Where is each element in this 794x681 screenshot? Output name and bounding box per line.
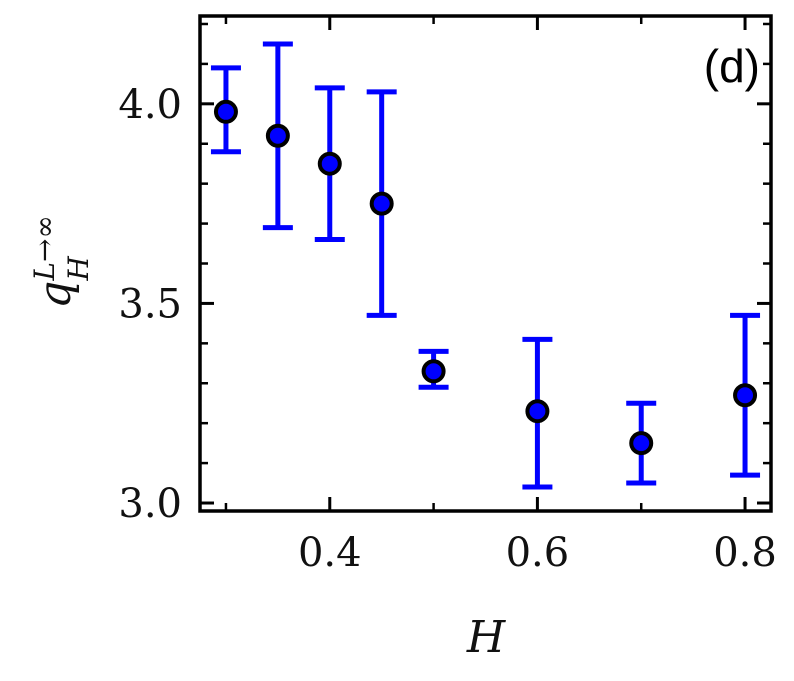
y-axis-label-superscript: L→∞ (28, 215, 61, 281)
y-axis-label-base: q (30, 281, 81, 309)
y-axis-label: qL→∞H (28, 215, 95, 309)
x-tick-label: 0.4 (298, 530, 362, 576)
data-point (629, 431, 654, 456)
data-point (421, 359, 446, 384)
y-axis-label-subscript: H (62, 256, 95, 282)
data-point (265, 123, 290, 148)
x-axis-label: H (466, 612, 507, 663)
tick-labels: 0.4 0.6 0.8 3.0 3.5 4.0 (118, 82, 776, 576)
x-tick-label: 0.6 (506, 530, 570, 576)
axis-ticks (200, 16, 771, 511)
y-tick-label: 3.0 (118, 481, 182, 527)
data-point (525, 399, 550, 424)
plot-frame (198, 14, 773, 513)
data-point (369, 191, 394, 216)
x-tick-label: 0.8 (713, 530, 777, 576)
error-bars (210, 41, 761, 490)
data-points (213, 99, 758, 456)
data-point (317, 151, 342, 176)
y-tick-label: 4.0 (118, 82, 182, 128)
panel-label: (d) (704, 40, 760, 92)
y-tick-label: 3.5 (118, 281, 182, 327)
data-point (733, 383, 758, 408)
svg-text:qL→∞H: qL→∞H (28, 215, 95, 309)
data-point (213, 99, 238, 124)
